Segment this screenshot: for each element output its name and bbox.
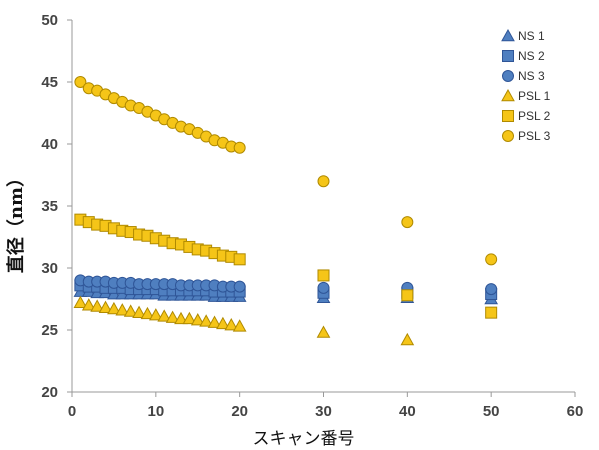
y-tick-label: 45 [41, 74, 58, 91]
legend-label-psl-2: PSL 2 [518, 109, 551, 123]
data-point-psl-1 [165, 310, 180, 323]
data-point-psl-1 [174, 311, 188, 325]
data-point-psl-1 [73, 295, 88, 309]
data-point-psl-3 [233, 141, 246, 154]
y-axis-label: 直径（nm） [5, 169, 27, 273]
data-point-psl-1 [224, 318, 239, 331]
data-point-psl-1 [157, 309, 172, 322]
legend-label-ns-2: NS 2 [518, 49, 545, 63]
data-point-psl-1 [182, 311, 197, 325]
data-point-ns-3 [485, 283, 498, 296]
y-tick-label: 50 [41, 12, 58, 29]
data-point-psl-1 [132, 305, 146, 318]
data-point-psl-1 [107, 301, 121, 315]
legend-label-psl-3: PSL 3 [518, 129, 551, 143]
x-tick-label: 50 [483, 403, 500, 420]
data-point-psl-1 [90, 299, 104, 312]
data-points [73, 76, 499, 346]
data-point-psl-1 [190, 313, 205, 326]
data-point-psl-1 [232, 319, 247, 332]
x-tick-label: 10 [147, 403, 164, 420]
series-psl-1 [73, 295, 415, 346]
data-point-psl-1 [207, 315, 222, 328]
axes: 20 25 30 35 40 45 50 0 10 20 30 40 50 60 [41, 12, 583, 420]
legend: NS 1 NS 2 NS 3 PSL 1 PSL 2 PSL 3 [501, 28, 551, 143]
data-point-psl-1 [123, 304, 138, 317]
data-point-psl-2 [401, 289, 414, 302]
data-point-psl-1 [199, 314, 213, 327]
data-point-psl-1 [216, 316, 230, 330]
series-psl-2 [74, 213, 498, 319]
legend-marker-ns-1 [501, 28, 515, 42]
legend-marker-psl-3 [502, 130, 514, 142]
x-tick-label: 40 [399, 403, 416, 420]
y-tick-label: 25 [41, 322, 58, 339]
y-tick-label: 30 [41, 260, 58, 277]
data-point-psl-1 [81, 298, 96, 311]
x-tick-label: 30 [315, 403, 332, 420]
data-point-psl-1 [400, 332, 415, 346]
legend-marker-psl-2 [502, 110, 514, 122]
legend-marker-psl-1 [501, 88, 515, 102]
data-point-psl-1 [115, 303, 130, 316]
data-point-psl-1 [316, 325, 331, 338]
series-ns-3 [74, 274, 498, 296]
legend-label-ns-3: NS 3 [518, 69, 545, 83]
data-point-psl-2 [233, 253, 246, 266]
legend-label-ns-1: NS 1 [518, 29, 545, 43]
data-point-psl-1 [98, 300, 113, 313]
y-tick-label: 35 [41, 198, 58, 215]
data-point-psl-1 [148, 308, 163, 321]
y-tick-label: 40 [41, 136, 58, 153]
x-tick-label: 20 [231, 403, 248, 420]
data-point-psl-3 [74, 76, 87, 88]
data-point-psl-3 [401, 216, 414, 229]
data-point-ns-3 [233, 280, 246, 293]
data-point-psl-1 [140, 306, 155, 320]
data-point-psl-3 [485, 253, 498, 266]
y-tick-label: 20 [41, 384, 58, 401]
series-psl-3 [74, 76, 498, 266]
legend-label-psl-1: PSL 1 [518, 89, 551, 103]
data-point-psl-2 [485, 306, 498, 319]
data-point-psl-2 [317, 269, 330, 282]
x-axis-label: スキャン番号 [253, 429, 355, 449]
data-point-psl-3 [317, 175, 330, 188]
x-tick-label: 0 [68, 403, 76, 420]
x-tick-label: 60 [567, 403, 584, 420]
data-point-ns-3 [317, 281, 330, 294]
legend-marker-ns-3 [502, 70, 514, 82]
legend-marker-ns-2 [502, 50, 514, 62]
